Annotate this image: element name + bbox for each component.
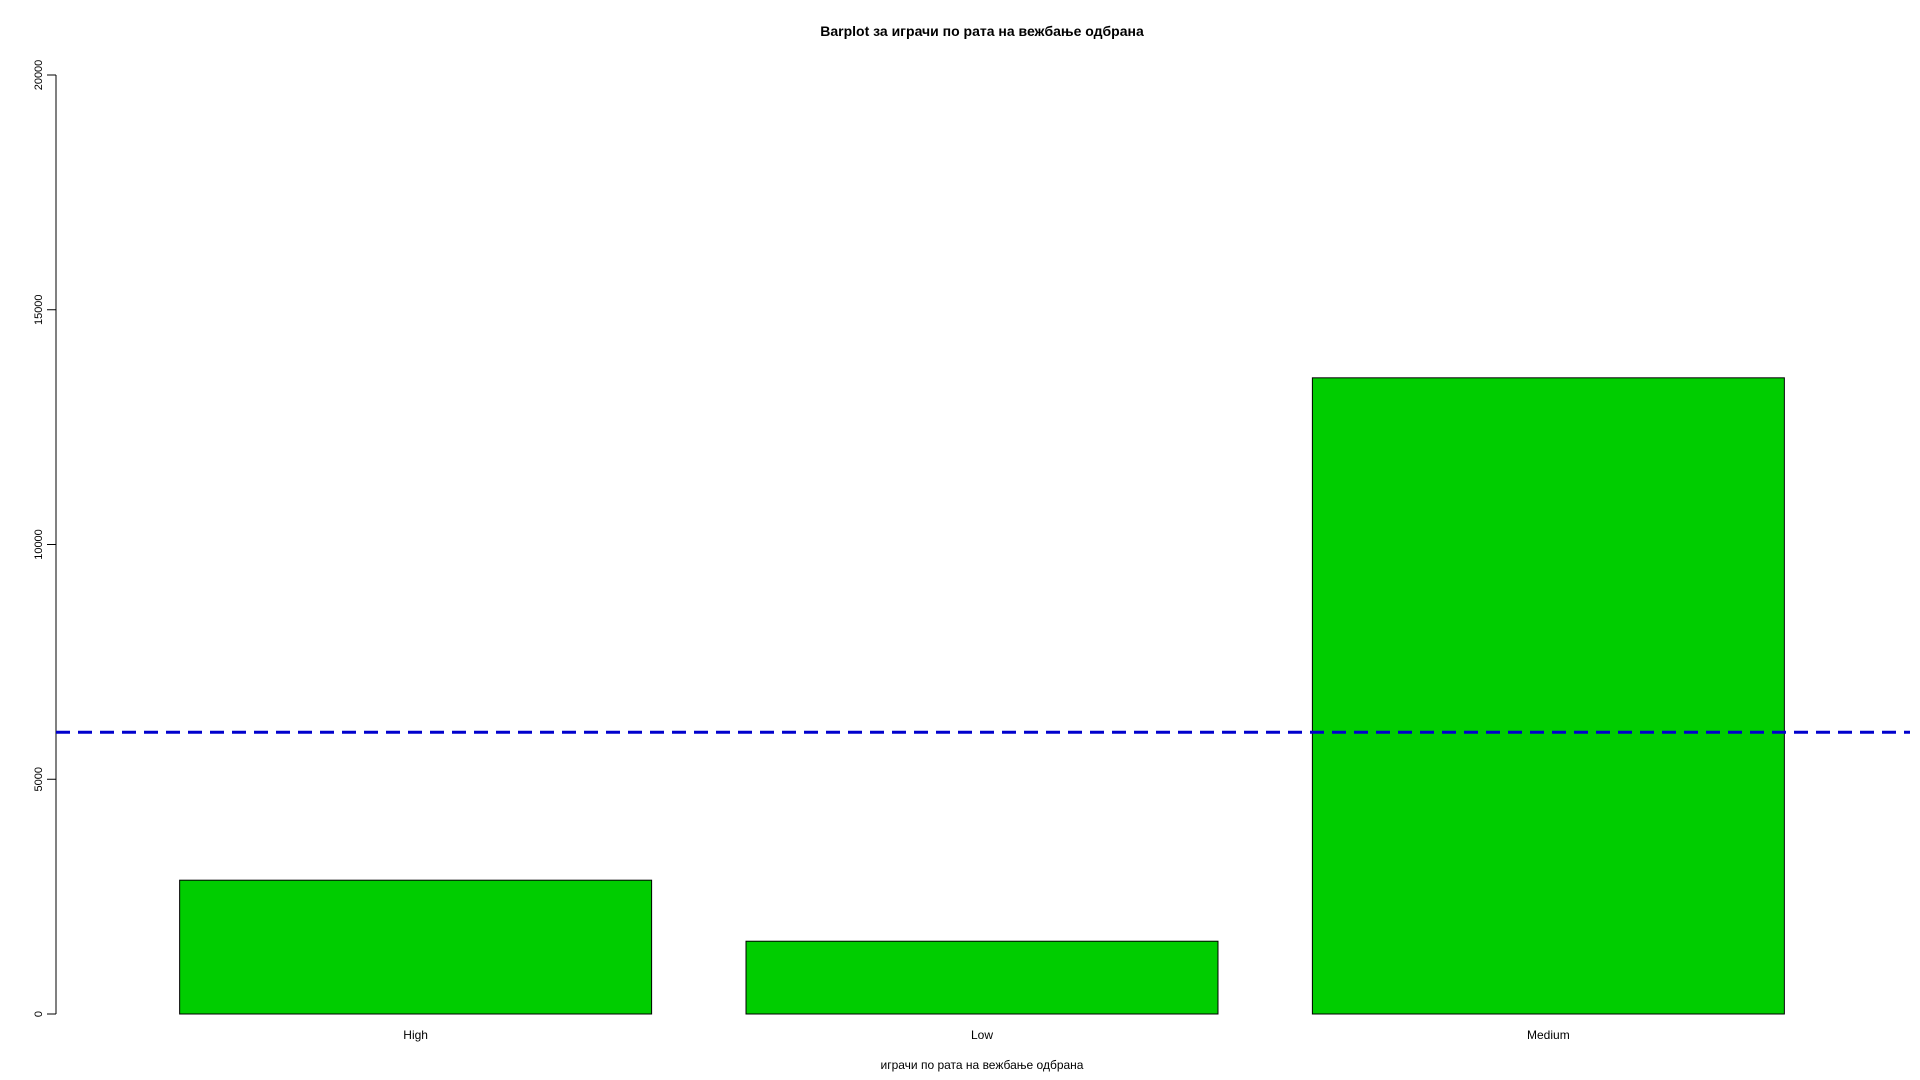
y-axis: 0 5000 10000 15000 20000 (33, 60, 57, 1017)
chart-title: Barplot за играчи по рата на вежбање одб… (820, 23, 1144, 39)
y-tick-label: 20000 (33, 60, 45, 91)
y-tick-label: 5000 (33, 767, 45, 791)
x-tick-label: High (403, 1028, 428, 1042)
x-tick-label: Low (971, 1028, 993, 1042)
y-tick-label: 0 (33, 1011, 45, 1017)
x-tick-labels: High Low Medium (403, 1028, 1569, 1042)
bar-medium (1311, 377, 1785, 1015)
bar-high (179, 879, 653, 1015)
bar-low (745, 940, 1219, 1015)
x-tick-label: Medium (1527, 1028, 1570, 1042)
y-tick-label: 10000 (33, 529, 45, 560)
bars-group (179, 377, 1785, 1015)
y-tick-label: 15000 (33, 294, 45, 325)
x-axis-label: играчи по рата на вежбање одбрана (881, 1058, 1084, 1072)
